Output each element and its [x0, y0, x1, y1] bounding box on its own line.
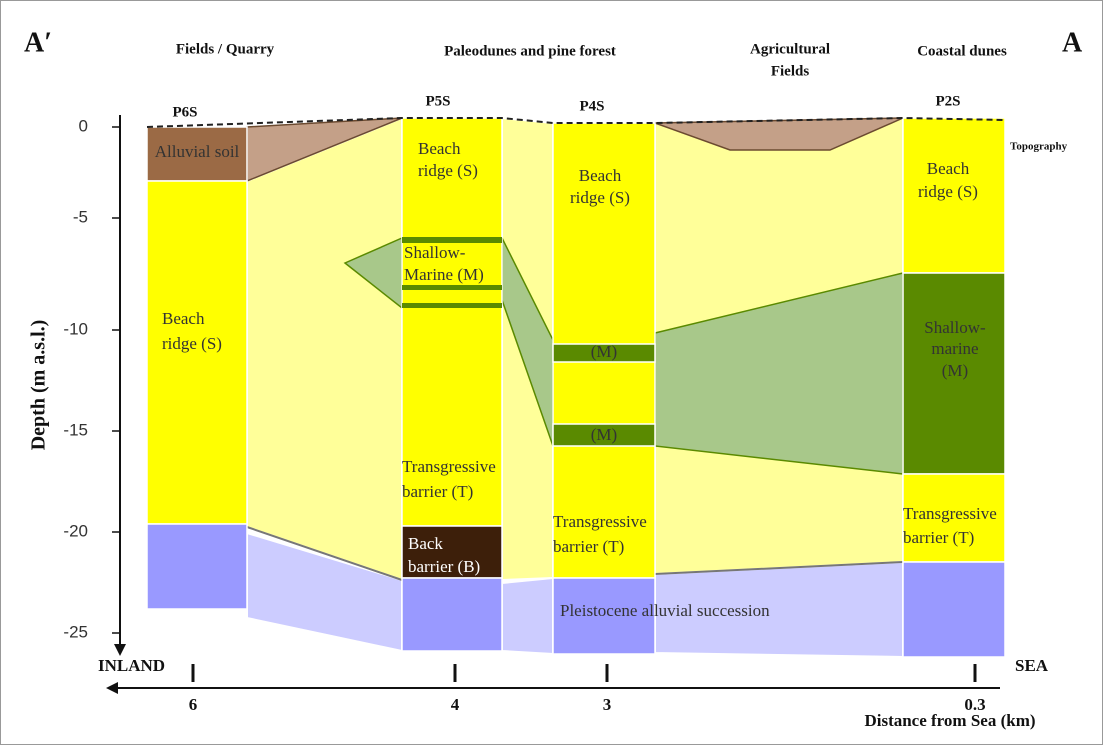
depth-tick: -5: [73, 207, 88, 226]
distance-tick: 6: [189, 695, 198, 714]
layer-label: (M): [942, 361, 968, 380]
borehole-label: P6S: [172, 104, 197, 120]
layer-label: Beach: [579, 166, 622, 185]
layer-label: barrier (T): [402, 482, 473, 501]
layer-label: Shallow-: [924, 318, 986, 337]
layer-label: Transgressive: [553, 512, 647, 531]
zone-label: Fields: [771, 63, 809, 79]
layer-label: barrier (B): [408, 557, 480, 576]
zone-label: Coastal dunes: [917, 43, 1007, 59]
layer-label: Transgressive: [903, 504, 997, 523]
borehole-label: P4S: [579, 98, 604, 114]
zone-label: Agricultural: [750, 41, 830, 57]
layer-label: barrier (T): [903, 528, 974, 547]
layer-label: Transgressive: [402, 457, 496, 476]
depth-tick: -10: [63, 319, 88, 338]
topography-label: Topography: [1010, 141, 1068, 153]
borehole-label: P2S: [935, 93, 960, 109]
distance-axis-label: Distance from Sea (km): [864, 711, 1035, 730]
depth-tick: -20: [63, 521, 88, 540]
depth-axis-label: Depth (m a.s.l.): [28, 320, 50, 451]
layer-label: Beach: [927, 159, 970, 178]
layer-label: barrier (T): [553, 537, 624, 556]
distance-tick: 3: [603, 695, 612, 714]
section-label: A: [1062, 27, 1083, 58]
zone-label: Paleodunes and pine forest: [444, 43, 616, 59]
depth-tick: -25: [63, 622, 88, 641]
layer-label: ridge (S): [418, 161, 478, 180]
layer-label: marine: [931, 339, 978, 358]
layer-label: Back: [408, 534, 443, 553]
boreholes: [146, 117, 1006, 658]
layer-label: (M): [591, 425, 617, 444]
distance-axis: INLAND SEA 6 4 3 0.3 Distance from Sea (…: [98, 656, 1049, 730]
layer-label: Shallow-: [404, 243, 466, 262]
direction-label: SEA: [1015, 656, 1049, 675]
layer-label: Beach: [418, 139, 461, 158]
layer-label: Alluvial soil: [155, 142, 240, 161]
direction-label: INLAND: [98, 656, 165, 675]
layer-label: ridge (S): [162, 334, 222, 353]
borehole-label: P5S: [425, 93, 450, 109]
layer-label: Pleistocene alluvial succession: [560, 601, 770, 620]
layer-label: Marine (M): [404, 265, 484, 284]
topography: [146, 116, 1006, 128]
zone-label: Fields / Quarry: [176, 41, 275, 57]
layer-labels: Alluvial soil Beach ridge (S) Beach ridg…: [155, 139, 997, 620]
section-label: A′: [24, 27, 52, 58]
depth-tick: 0: [79, 116, 88, 135]
layer-label: ridge (S): [570, 188, 630, 207]
depth-axis: 0 -5 -10 -15 -20 -25 Depth (m a.s.l.): [28, 115, 126, 656]
layer-label: (M): [591, 342, 617, 361]
distance-tick: 0.3: [964, 695, 985, 714]
layer-label: Beach: [162, 309, 205, 328]
depth-tick: -15: [63, 420, 88, 439]
distance-tick: 4: [451, 695, 460, 714]
layer-label: ridge (S): [918, 182, 978, 201]
